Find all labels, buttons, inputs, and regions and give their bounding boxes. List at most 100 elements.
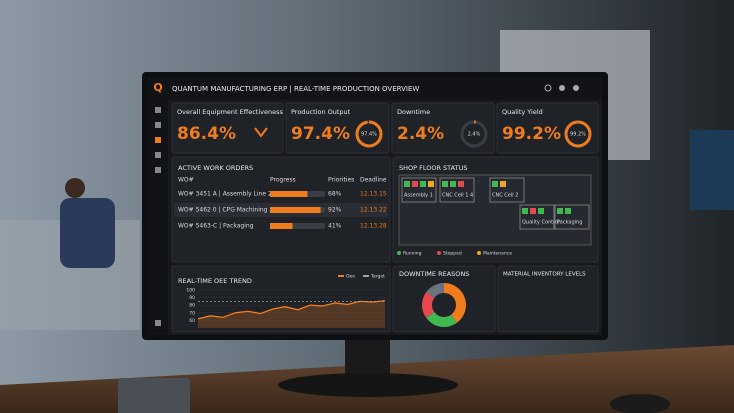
mouse <box>610 394 670 413</box>
legend-label: Stopped <box>443 251 462 257</box>
config-icon[interactable] <box>155 320 161 326</box>
cell-outline <box>401 177 437 203</box>
cell-label: Packaging <box>557 220 582 226</box>
home-icon[interactable] <box>155 107 161 113</box>
cell-outline <box>489 177 525 203</box>
cell-outline <box>519 204 555 230</box>
legend-label: Running <box>403 251 422 257</box>
y-tick-label: 80 <box>189 303 195 309</box>
alerts-icon[interactable] <box>559 85 565 91</box>
deadline: 12.13.28 <box>360 223 387 230</box>
column-header: Priorities <box>328 177 354 184</box>
gauge-label: 2.4% <box>468 132 481 138</box>
donut-slice <box>426 312 457 327</box>
progress-label: 68% <box>328 191 342 198</box>
progress-bar <box>270 191 308 197</box>
panel-title: SHOP FLOOR STATUS <box>399 164 467 172</box>
panel-title: ACTIVE WORK ORDERS <box>178 164 253 172</box>
kpi-value: 86.4% <box>177 124 236 144</box>
panel-title: REAL-TIME OEE TREND <box>178 277 252 285</box>
worker <box>65 178 85 198</box>
cell-label: CNC Cell 2 <box>492 193 518 199</box>
legend-label: Maintenance <box>483 251 512 257</box>
panel <box>496 102 599 154</box>
settings-icon[interactable] <box>155 137 161 143</box>
trend-line <box>197 299 386 320</box>
y-tick-label: 70 <box>189 310 195 316</box>
progress-bar <box>270 223 293 229</box>
machine <box>404 181 410 187</box>
kpi-value: 97.4% <box>291 124 350 144</box>
column-header: Progress <box>270 177 296 184</box>
machine <box>522 208 528 214</box>
gauge-label: 97.4% <box>361 132 377 138</box>
app-title: QUANTUM MANUFACTURING ERP | REAL-TIME PR… <box>172 85 419 93</box>
machine <box>420 181 426 187</box>
machine <box>492 181 498 187</box>
reports-icon[interactable] <box>155 152 161 158</box>
monitor-base <box>278 373 458 397</box>
machine <box>538 208 544 214</box>
gauge-arc <box>355 120 383 148</box>
sidebar <box>148 100 168 335</box>
machine <box>530 208 536 214</box>
machine <box>458 181 464 187</box>
machine <box>557 208 563 214</box>
column-header: Deadline <box>360 177 387 184</box>
cell-label: CNC Cell 1 4 <box>442 193 473 199</box>
machine <box>450 181 456 187</box>
panel-title: DOWNTIME REASONS <box>399 270 469 278</box>
panel <box>497 265 599 333</box>
order-name: WO# 5462 0 | CPG Machining <box>178 207 268 214</box>
cell-label: Quality Control <box>522 220 560 226</box>
cell-outline <box>439 177 475 203</box>
orders-icon[interactable] <box>155 122 161 128</box>
kpi-label: Overall Equipment Effectiveness (OEE) <box>177 108 303 116</box>
panel <box>171 102 284 154</box>
gauge-arc <box>564 120 592 148</box>
worker-body <box>60 198 115 268</box>
column-header: WO# <box>178 177 194 184</box>
legend-label: Oee <box>346 274 355 280</box>
kpi-label: Production Output <box>291 108 351 116</box>
legend-dot <box>477 251 481 255</box>
panel <box>391 102 495 154</box>
y-tick-label: 60 <box>189 318 195 324</box>
cell-outline <box>554 204 590 230</box>
donut-slice <box>426 283 444 298</box>
panel-title: MATERIAL INVENTORY LEVELS <box>503 272 586 278</box>
sidebar-icons <box>155 107 161 326</box>
order-name: WO# 5463-C | Packaging <box>178 223 254 230</box>
cell-label: Assembly 1 <box>404 193 433 199</box>
floor-icon[interactable] <box>155 167 161 173</box>
kpi-value: 2.4% <box>397 124 444 144</box>
monitor-stand <box>345 335 390 380</box>
user-icon[interactable] <box>573 85 579 91</box>
donut-slice <box>444 283 466 323</box>
deadline: 12.13.22 <box>360 207 387 214</box>
panel <box>285 102 390 154</box>
trend-area <box>198 300 385 328</box>
deadline: 12.13.15 <box>360 191 387 198</box>
panel <box>392 265 496 333</box>
legend-dot <box>437 251 441 255</box>
y-tick-label: 90 <box>189 295 195 301</box>
progress-bar <box>270 207 321 213</box>
kpi-value: 99.2% <box>502 124 561 144</box>
kpi-label: Downtime <box>397 108 430 116</box>
trend-arrow <box>254 127 268 138</box>
machine <box>442 181 448 187</box>
mug <box>118 378 190 413</box>
search-icon[interactable] <box>544 84 552 92</box>
machine <box>565 208 571 214</box>
y-tick-label: 100 <box>186 288 195 294</box>
legend-label: Target <box>370 274 385 280</box>
machine <box>500 181 506 187</box>
gauge-label: 99.2% <box>570 132 586 138</box>
progress-label: 41% <box>328 223 342 230</box>
machine <box>412 181 418 187</box>
machine <box>428 181 434 187</box>
progress-track <box>270 223 325 229</box>
legend-dot <box>397 251 401 255</box>
